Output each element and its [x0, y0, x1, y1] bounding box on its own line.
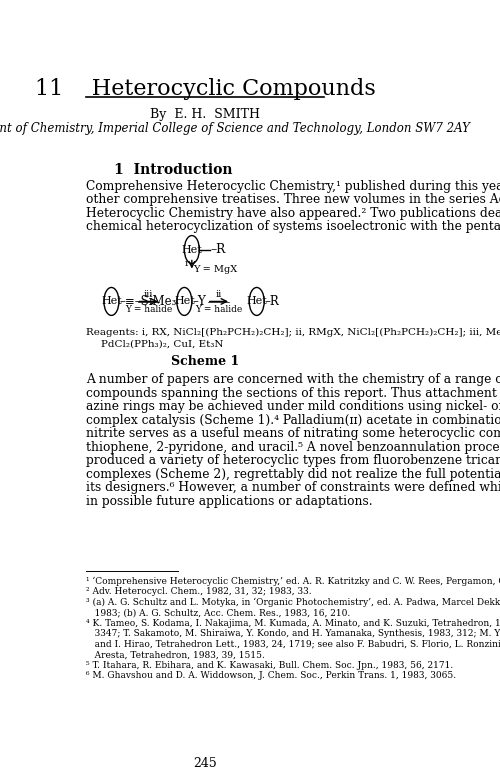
Text: Scheme 1: Scheme 1 [171, 356, 239, 368]
Text: chemical heterocyclization of systems isoelectronic with the pentadienyl anion.³: chemical heterocyclization of systems is… [86, 220, 500, 233]
Text: –R: –R [265, 295, 280, 308]
Text: ⁵ T. Itahara, R. Ebihara, and K. Kawasaki, Bull. Chem. Soc. Jpn., 1983, 56, 2171: ⁵ T. Itahara, R. Ebihara, and K. Kawasak… [86, 661, 454, 669]
Text: Department of Chemistry, Imperial College of Science and Technology, London SW7 : Department of Chemistry, Imperial Colleg… [0, 122, 470, 135]
Text: Het: Het [174, 296, 195, 306]
Text: A number of papers are concerned with the chemistry of a range of heterocyclic: A number of papers are concerned with th… [86, 373, 500, 386]
Text: ¹ ‘Comprehensive Heterocyclic Chemistry,’ ed. A. R. Katritzky and C. W. Rees, Pe: ¹ ‘Comprehensive Heterocyclic Chemistry,… [86, 577, 500, 586]
Text: Het: Het [182, 244, 202, 254]
Text: –≡–SiMe₃: –≡–SiMe₃ [120, 295, 177, 308]
Text: azine rings may be achieved under mild conditions using nickel- or palladium-: azine rings may be achieved under mild c… [86, 400, 500, 414]
Text: i: i [185, 259, 188, 268]
Text: ii: ii [216, 290, 222, 299]
Text: 3347; T. Sakamoto, M. Shiraiwa, Y. Kondo, and H. Yamanaka, Synthesis, 1983, 312;: 3347; T. Sakamoto, M. Shiraiwa, Y. Kondo… [86, 629, 500, 638]
Text: Aresta, Tetrahedron, 1983, 39, 1515.: Aresta, Tetrahedron, 1983, 39, 1515. [86, 650, 265, 659]
Text: ⁶ M. Ghavshou and D. A. Widdowson, J. Chem. Soc., Perkin Trans. 1, 1983, 3065.: ⁶ M. Ghavshou and D. A. Widdowson, J. Ch… [86, 671, 457, 680]
Text: ⁴ K. Tameo, S. Kodama, I. Nakajima, M. Kumada, A. Minato, and K. Suzuki, Tetrahe: ⁴ K. Tameo, S. Kodama, I. Nakajima, M. K… [86, 619, 500, 628]
Text: ³ (a) A. G. Schultz and L. Motyka, in ‘Organic Photochemistry’, ed. A. Padwa, Ma: ³ (a) A. G. Schultz and L. Motyka, in ‘O… [86, 598, 500, 608]
Text: complexes (Scheme 2), regrettably did not realize the full potential anticipated: complexes (Scheme 2), regrettably did no… [86, 468, 500, 481]
Text: Y = halide: Y = halide [125, 305, 172, 314]
Text: its designers.⁶ However, a number of constraints were defined which should help: its designers.⁶ However, a number of con… [86, 481, 500, 494]
Text: Heterocyclic Chemistry have also appeared.² Two publications deal with the photo: Heterocyclic Chemistry have also appeare… [86, 206, 500, 220]
Text: Het: Het [246, 296, 267, 306]
Text: 1  Introduction: 1 Introduction [114, 162, 232, 177]
Text: –R: –R [210, 243, 226, 256]
Text: in possible future applications or adaptations.: in possible future applications or adapt… [86, 495, 373, 508]
Text: ² Adv. Heterocycl. Chem., 1982, 31, 32; 1983, 33.: ² Adv. Heterocycl. Chem., 1982, 31, 32; … [86, 587, 312, 597]
Text: 11    Heterocyclic Compounds: 11 Heterocyclic Compounds [35, 78, 376, 100]
Text: complex catalysis (Scheme 1).⁴ Palladium(ɪɪ) acetate in combination with sodium: complex catalysis (Scheme 1).⁴ Palladium… [86, 414, 500, 427]
Text: compounds spanning the sections of this report. Thus attachment of side-chains t: compounds spanning the sections of this … [86, 386, 500, 400]
Text: thiophene, 2-pyridone, and uracil.⁵ A novel benzoannulation procedure, which: thiophene, 2-pyridone, and uracil.⁵ A no… [86, 441, 500, 454]
Text: iii: iii [144, 290, 153, 299]
Text: 1983; (b) A. G. Schultz, Acc. Chem. Res., 1983, 16, 210.: 1983; (b) A. G. Schultz, Acc. Chem. Res.… [86, 608, 350, 618]
Text: and I. Hirao, Tetrahedron Lett., 1983, 24, 1719; see also F. Babudri, S. Florio,: and I. Hirao, Tetrahedron Lett., 1983, 2… [86, 640, 500, 649]
Text: –Y: –Y [192, 295, 206, 308]
Text: By  E. H.  SMITH: By E. H. SMITH [150, 107, 260, 121]
Text: Comprehensive Heterocyclic Chemistry,¹ published during this year, joins the two: Comprehensive Heterocyclic Chemistry,¹ p… [86, 179, 500, 192]
Text: 245: 245 [194, 757, 217, 770]
Text: PdCl₂(PPh₃)₂, CuI, Et₃N: PdCl₂(PPh₃)₂, CuI, Et₃N [100, 339, 223, 349]
Text: produced a variety of heterocyclic types from fluorobenzene tricarbonylchromium: produced a variety of heterocyclic types… [86, 455, 500, 467]
Text: Y = halide: Y = halide [195, 305, 242, 314]
Text: nitrite serves as a useful means of nitrating some heterocyclic compounds includ: nitrite serves as a useful means of nitr… [86, 427, 500, 440]
Text: Reagents: i, RX, NiCl₂[(Ph₂PCH₂)₂CH₂]; ii, RMgX, NiCl₂[(Ph₂PCH₂)₂CH₂]; iii, Me₃S: Reagents: i, RX, NiCl₂[(Ph₂PCH₂)₂CH₂]; i… [86, 328, 500, 336]
Text: Y = MgX: Y = MgX [194, 265, 238, 274]
Text: other comprehensive treatises. Three new volumes in the series Advances in: other comprehensive treatises. Three new… [86, 193, 500, 206]
Text: Het: Het [101, 296, 122, 306]
